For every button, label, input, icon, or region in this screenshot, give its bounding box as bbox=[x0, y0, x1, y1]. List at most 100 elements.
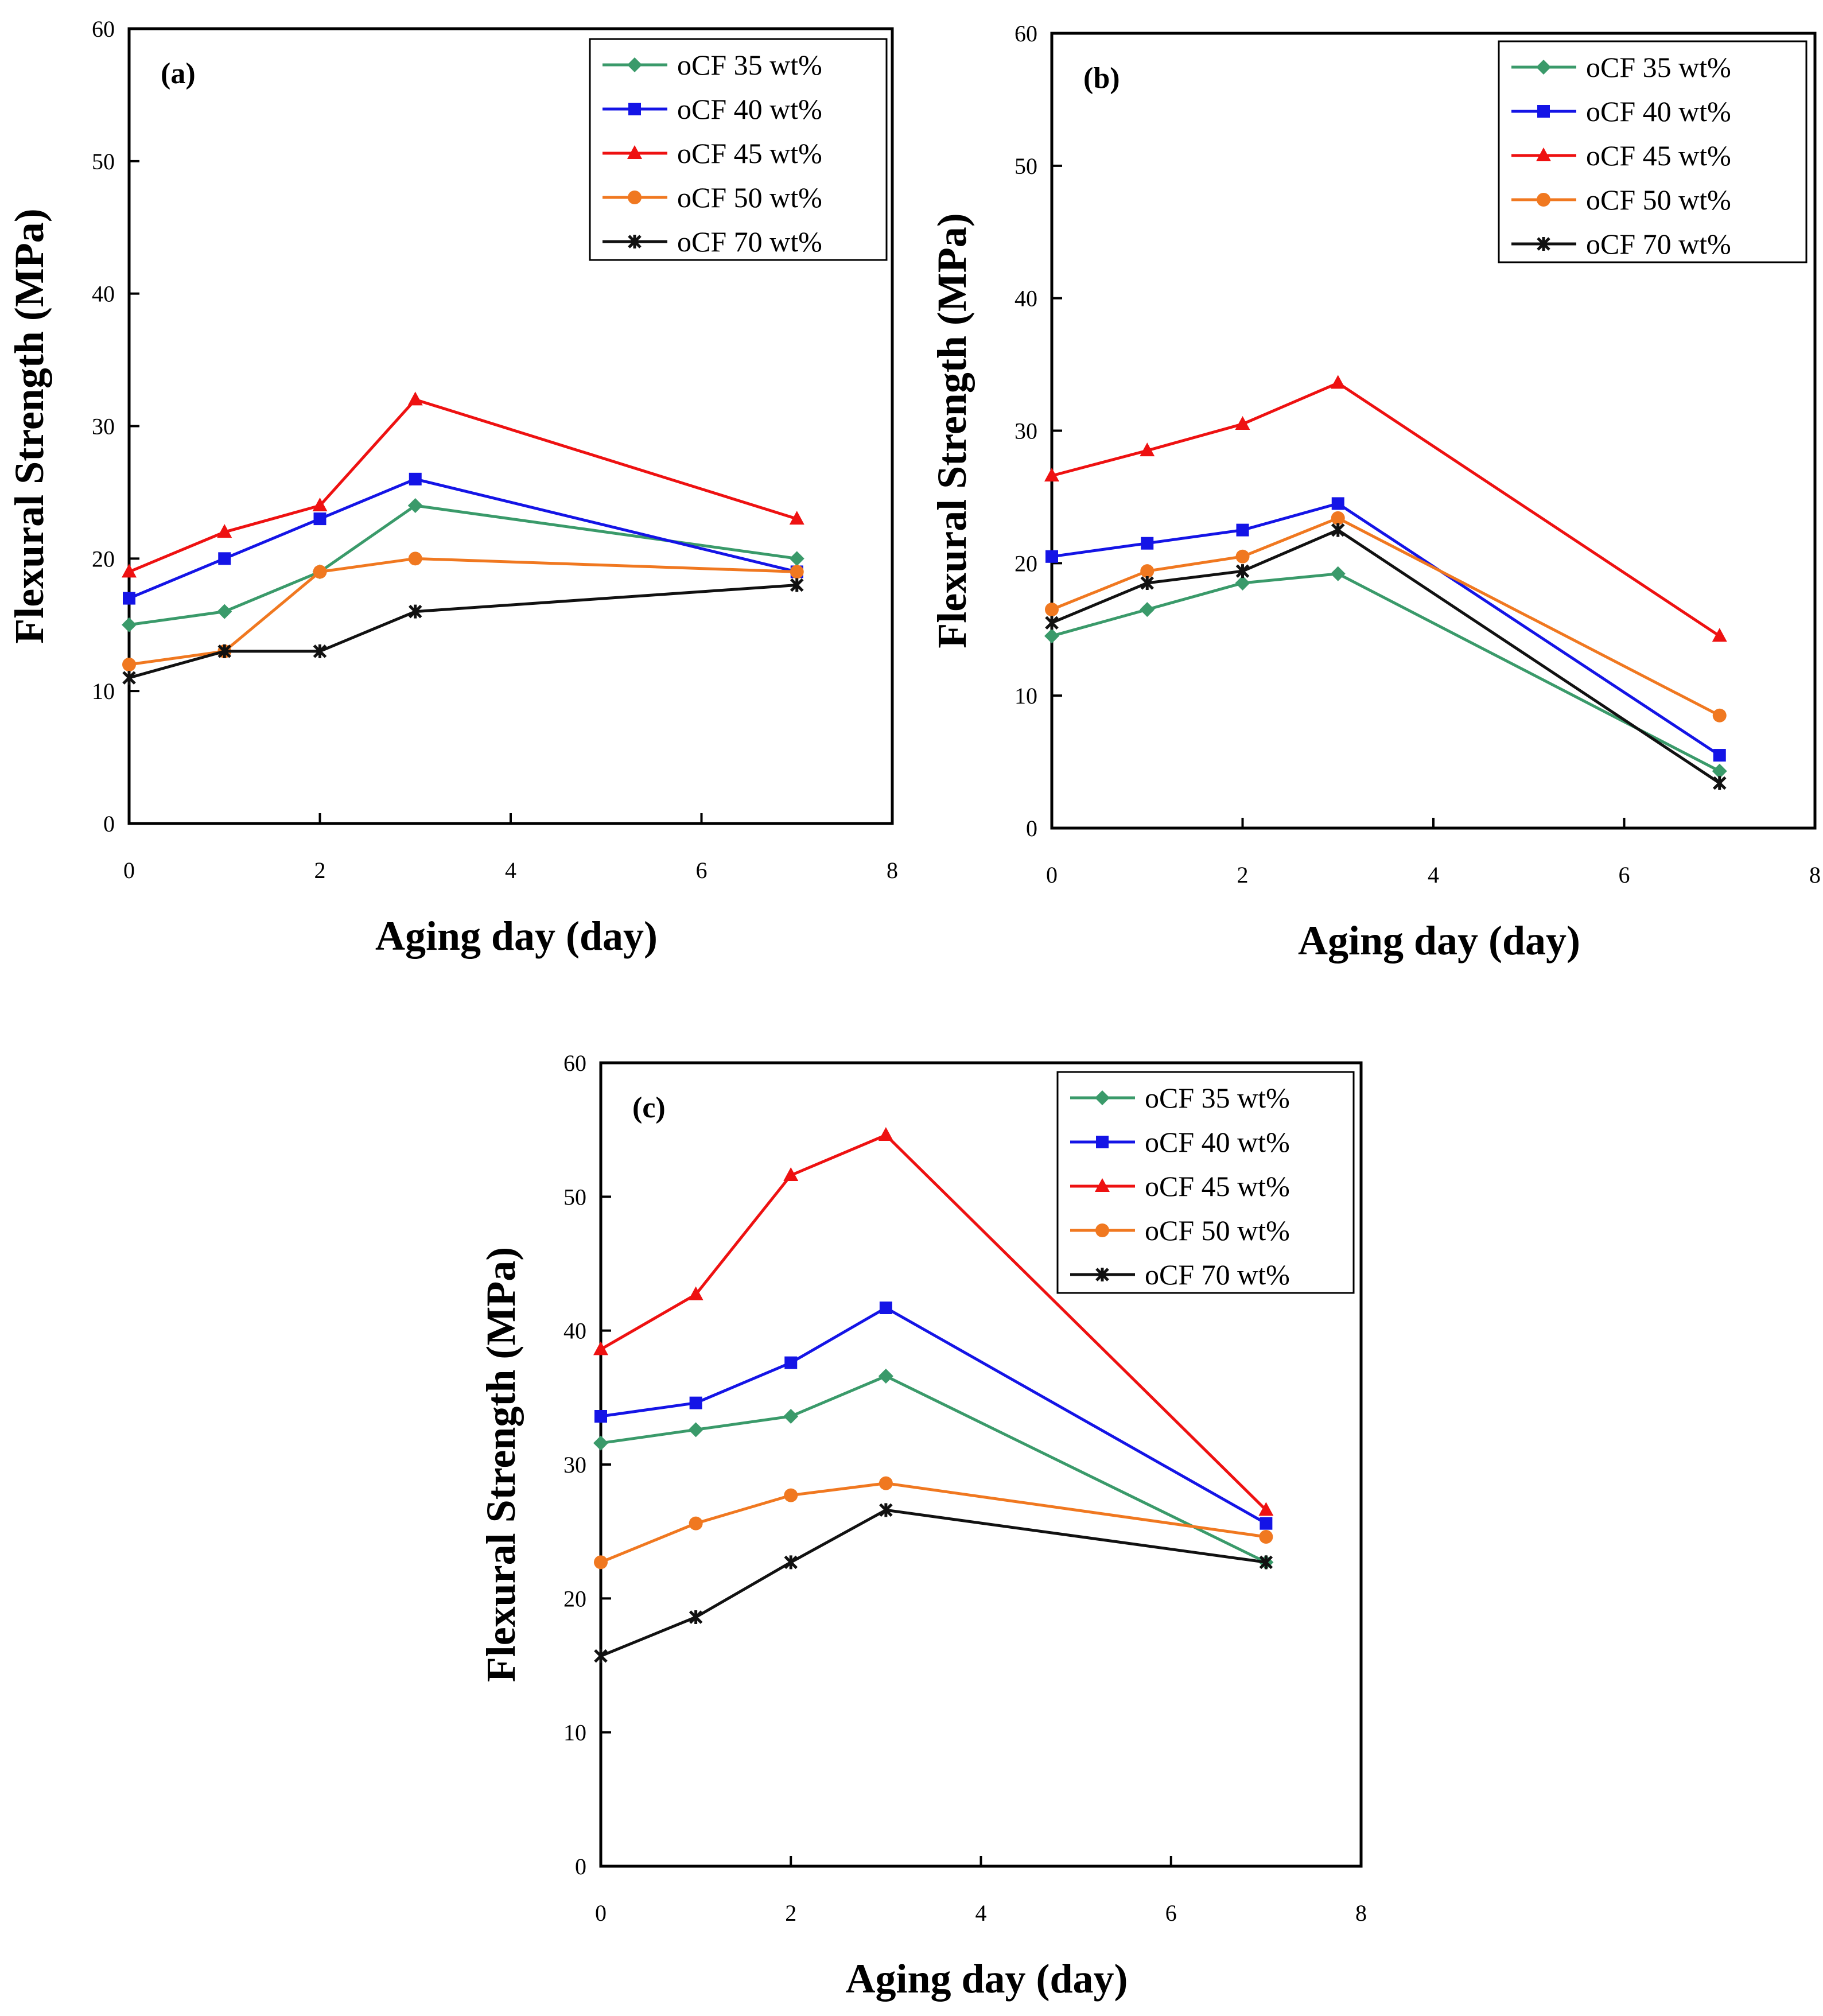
panel-label: (c) bbox=[632, 1091, 666, 1124]
data-point bbox=[1260, 1517, 1273, 1530]
data-point bbox=[218, 552, 231, 565]
data-point bbox=[594, 1649, 608, 1663]
legend-marker bbox=[1536, 60, 1551, 75]
y-tick-label: 10 bbox=[563, 1720, 586, 1746]
y-tick-label: 10 bbox=[92, 678, 115, 704]
data-point bbox=[879, 1302, 892, 1314]
legend-label: oCF 50 wt% bbox=[1586, 184, 1731, 216]
legend-item-ocf-35-wt: oCF 35 wt% bbox=[1511, 51, 1731, 83]
legend: oCF 35 wt% oCF 40 wt% oCF 45 wt% oCF 50 wt%… bbox=[1056, 1071, 1355, 1294]
data-point bbox=[122, 658, 136, 671]
data-point bbox=[1140, 564, 1155, 578]
data-point bbox=[1236, 523, 1249, 537]
y-tick-label: 20 bbox=[92, 546, 115, 572]
data-point bbox=[594, 1410, 607, 1423]
legend-item-ocf-70-wt: oCF 70 wt% bbox=[1070, 1258, 1290, 1291]
legend-item-ocf-40-wt: oCF 40 wt% bbox=[1511, 95, 1731, 127]
legend-label: oCF 45 wt% bbox=[1145, 1170, 1290, 1202]
x-axis-title: Aging day (day) bbox=[1298, 918, 1580, 964]
legend-marker bbox=[1095, 1268, 1109, 1281]
y-axis-title: Flexural Strength (MPa) bbox=[6, 208, 52, 644]
legend-marker bbox=[628, 235, 642, 248]
data-point bbox=[1141, 537, 1154, 550]
series-line-ocf-70-wt bbox=[129, 584, 797, 679]
y-tick-label: 40 bbox=[92, 281, 115, 307]
data-point bbox=[1712, 763, 1727, 779]
x-tick-label: 4 bbox=[975, 1900, 987, 1926]
data-point bbox=[689, 1610, 703, 1624]
data-point bbox=[1330, 375, 1346, 389]
legend-marker bbox=[1096, 1136, 1109, 1148]
data-point bbox=[313, 565, 327, 579]
legend-marker bbox=[1537, 237, 1550, 251]
legend-item-ocf-45-wt: oCF 45 wt% bbox=[603, 137, 822, 169]
legend-box bbox=[589, 38, 888, 261]
legend-item-ocf-50-wt: oCF 50 wt% bbox=[603, 181, 822, 213]
legend-label: oCF 35 wt% bbox=[677, 49, 822, 81]
legend-label: oCF 35 wt% bbox=[1586, 51, 1731, 83]
legend-marker bbox=[1095, 1178, 1110, 1192]
y-tick-label: 60 bbox=[1014, 21, 1037, 46]
legend-label: oCF 50 wt% bbox=[677, 181, 822, 213]
data-point bbox=[407, 498, 423, 513]
data-point bbox=[217, 524, 232, 538]
x-tick-label: 2 bbox=[314, 857, 326, 883]
data-point bbox=[593, 1341, 608, 1355]
legend-marker bbox=[628, 191, 642, 204]
chart-panel-b: 0 2 4 6 8 0 10 20 30 40 50 60 Aging day (day) Flexura… bbox=[929, 21, 1821, 964]
data-point bbox=[409, 472, 422, 485]
y-tick-label: 30 bbox=[92, 414, 115, 440]
y-tick-label: 0 bbox=[103, 811, 115, 837]
data-point bbox=[1259, 1555, 1273, 1570]
series-ocf-45-wt bbox=[1044, 375, 1727, 642]
data-point bbox=[879, 1503, 893, 1517]
legend-box bbox=[1056, 1071, 1355, 1294]
x-axis-title: Aging day (day) bbox=[375, 913, 658, 959]
series-ocf-35-wt bbox=[122, 498, 804, 632]
data-point bbox=[1712, 628, 1727, 642]
y-tick-label: 30 bbox=[563, 1452, 586, 1478]
series-ocf-45-wt bbox=[122, 391, 804, 578]
y-tick-label: 20 bbox=[563, 1586, 586, 1611]
data-point bbox=[1045, 616, 1059, 630]
data-point bbox=[783, 1167, 799, 1181]
data-point bbox=[790, 565, 804, 579]
data-point bbox=[1044, 467, 1059, 481]
legend-marker bbox=[1536, 147, 1551, 161]
legend-marker bbox=[628, 103, 641, 115]
data-point bbox=[1140, 576, 1155, 590]
series-ocf-50-wt bbox=[594, 1476, 1273, 1570]
x-tick-label: 6 bbox=[696, 857, 708, 883]
panel-label: (b) bbox=[1083, 62, 1120, 95]
data-point bbox=[688, 1286, 703, 1300]
y-axis-title: Flexural Strength (MPa) bbox=[929, 213, 975, 648]
data-point bbox=[313, 644, 327, 658]
y-tick-label: 60 bbox=[92, 16, 115, 42]
x-tick-label: 8 bbox=[887, 857, 898, 883]
series-ocf-70-wt bbox=[122, 578, 804, 685]
x-tick-label: 0 bbox=[123, 857, 135, 883]
legend-label: oCF 70 wt% bbox=[677, 226, 822, 258]
legend-label: oCF 45 wt% bbox=[1586, 139, 1731, 172]
legend-label: oCF 40 wt% bbox=[1145, 1126, 1290, 1158]
y-tick-label: 30 bbox=[1014, 418, 1037, 444]
data-point bbox=[1235, 575, 1250, 591]
series-ocf-40-wt bbox=[1045, 497, 1726, 762]
data-point bbox=[879, 1476, 893, 1490]
data-point bbox=[784, 1488, 798, 1502]
x-tick-label: 8 bbox=[1355, 1900, 1367, 1926]
legend-label: oCF 70 wt% bbox=[1145, 1258, 1290, 1291]
legend-item-ocf-35-wt: oCF 35 wt% bbox=[603, 49, 822, 81]
data-point bbox=[1140, 602, 1155, 617]
data-point bbox=[689, 1516, 703, 1531]
legend: oCF 35 wt% oCF 40 wt% oCF 45 wt% oCF 50 wt%… bbox=[1498, 40, 1808, 263]
data-point bbox=[122, 617, 137, 632]
series-ocf-70-wt bbox=[594, 1503, 1273, 1663]
panel-label: (a) bbox=[161, 57, 196, 90]
data-point bbox=[1258, 1502, 1274, 1516]
data-point bbox=[1712, 776, 1727, 790]
series-ocf-40-wt bbox=[594, 1302, 1273, 1530]
x-tick-label: 0 bbox=[595, 1900, 607, 1926]
data-point bbox=[878, 1127, 893, 1141]
